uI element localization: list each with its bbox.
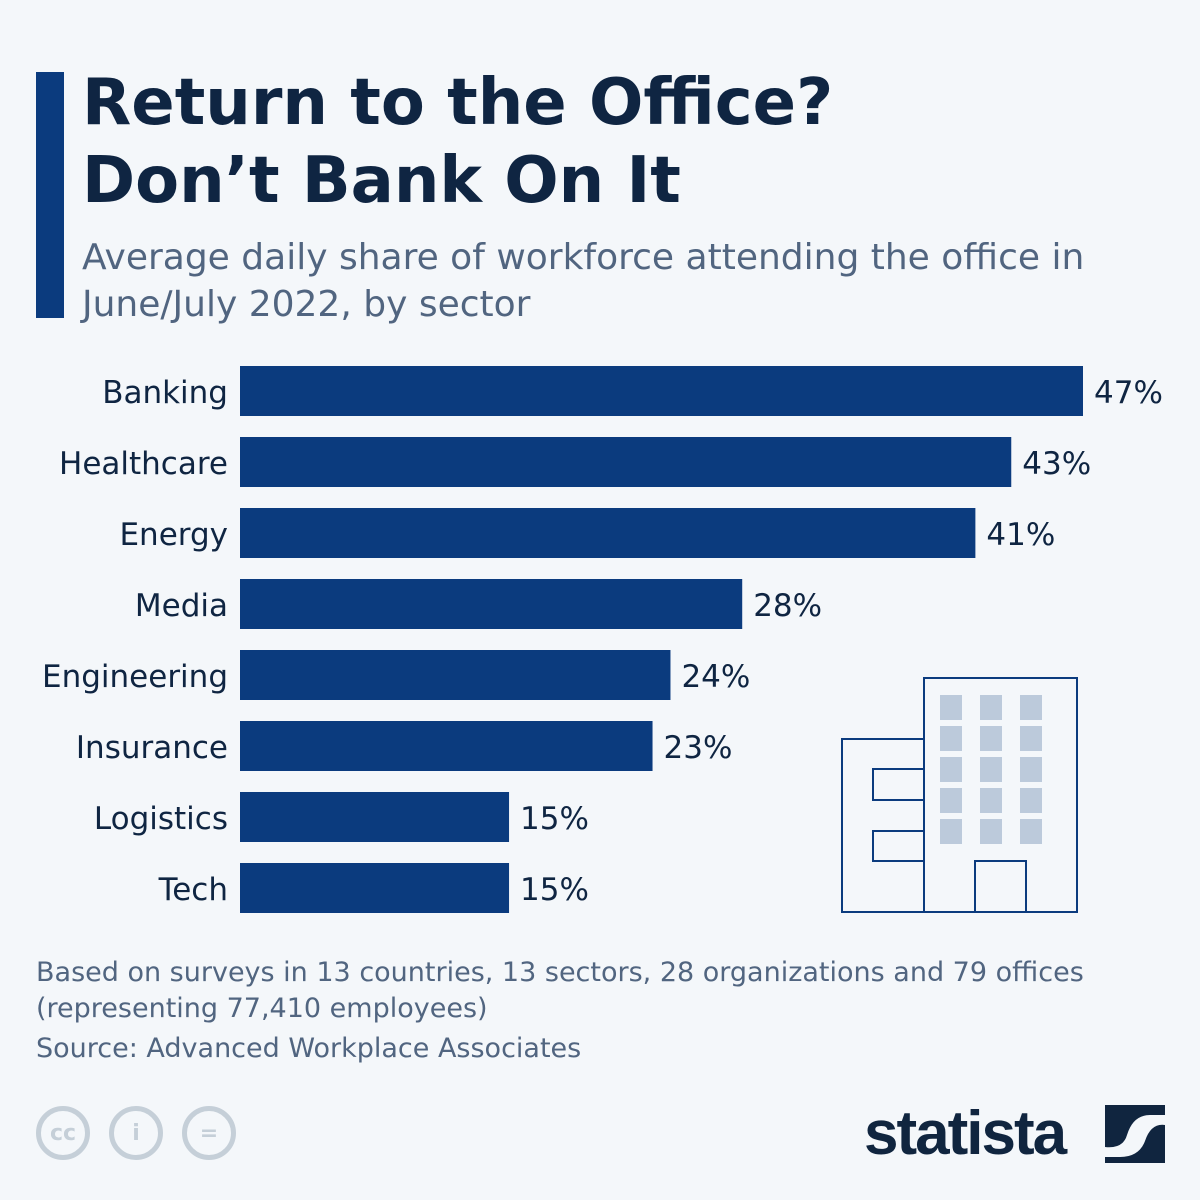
statista-logo-mark-icon: [1105, 1105, 1165, 1163]
bar-healthcare: [240, 437, 1012, 487]
bar-energy: [240, 508, 976, 558]
window: [1020, 695, 1042, 720]
no-derivatives-icon[interactable]: =: [182, 1106, 236, 1160]
category-label: Healthcare: [59, 446, 228, 482]
window: [980, 726, 1002, 751]
title-line-2: Don’t Bank On It: [82, 144, 681, 218]
title-line-1: Return to the Office?: [82, 66, 834, 140]
category-label: Engineering: [42, 659, 228, 695]
category-label: Logistics: [94, 801, 228, 837]
value-label: 15%: [520, 801, 589, 837]
window: [980, 819, 1002, 844]
category-label: Energy: [119, 517, 228, 553]
value-label: 41%: [986, 517, 1055, 553]
source: Source: Advanced Workplace Associates: [36, 1033, 582, 1064]
window: [980, 695, 1002, 720]
window: [940, 788, 962, 813]
category-label: Banking: [102, 375, 228, 411]
bar-media: [240, 579, 743, 629]
window: [1020, 819, 1042, 844]
attribution-icon[interactable]: i: [109, 1106, 163, 1160]
bar-logistics: [240, 792, 510, 842]
window: [940, 726, 962, 751]
window: [940, 819, 962, 844]
window: [940, 757, 962, 782]
statista-logo[interactable]: statista: [864, 1099, 1067, 1168]
bar-insurance: [240, 721, 653, 771]
bar-banking: [240, 366, 1083, 416]
bar-tech: [240, 863, 510, 913]
value-label: 43%: [1022, 446, 1091, 482]
category-label: Media: [135, 588, 228, 624]
bar-engineering: [240, 650, 671, 700]
value-label: 23%: [664, 730, 733, 766]
category-label: Tech: [158, 872, 228, 908]
window: [1020, 757, 1042, 782]
value-label: 28%: [753, 588, 822, 624]
window: [980, 788, 1002, 813]
title-accent-bar: [36, 72, 64, 318]
window: [980, 757, 1002, 782]
subtitle: Average daily share of workforce attendi…: [82, 237, 1085, 325]
cc-icon[interactable]: cc: [36, 1106, 90, 1160]
window: [1020, 726, 1042, 751]
office-building-icon: [841, 677, 1078, 913]
category-label: Insurance: [76, 730, 228, 766]
window: [1020, 788, 1042, 813]
value-label: 47%: [1094, 375, 1163, 411]
page-title: Return to the Office? Don’t Bank On It: [82, 64, 833, 220]
window: [940, 695, 962, 720]
bar-chart: Banking 47% Healthcare 43% Energy 41% Media 28%…: [42, 366, 1163, 913]
footnote: Based on surveys in 13 countries, 13 sec…: [36, 957, 1084, 1024]
value-label: 15%: [520, 872, 589, 908]
value-label: 24%: [681, 659, 750, 695]
